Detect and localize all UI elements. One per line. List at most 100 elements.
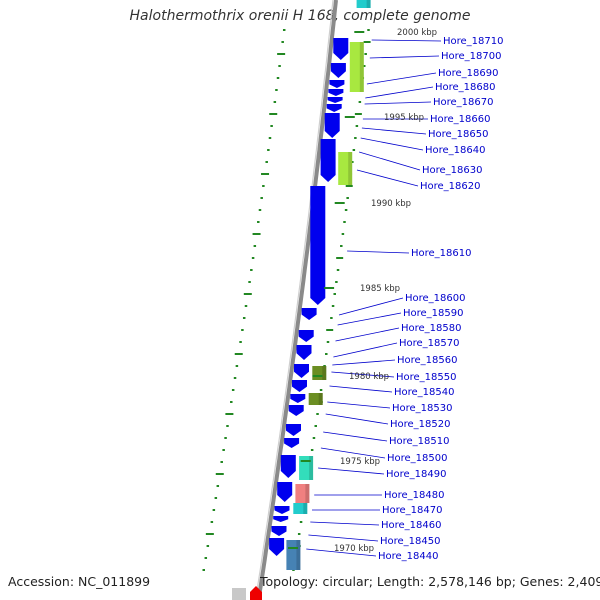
label-leader [310,521,380,526]
gene-arrow [298,330,314,342]
scale-label: 1995 kbp [384,113,424,123]
label-leader [360,137,424,151]
gene-label: Hore_18700 [441,51,502,62]
gene-label: Hore_18440 [378,551,439,562]
gene-label: Hore_18540 [394,387,455,398]
gene-arrow [292,380,307,392]
colored-gene [338,152,353,185]
gene-arrow [277,482,293,502]
gene-label: Hore_18530 [392,403,453,414]
gene-features [232,0,371,600]
gene-label: Hore_18480 [384,490,445,501]
topology-text: Topology: circular; Length: 2,578,146 bp… [260,574,600,589]
gene-shade [318,393,323,405]
gene-arrow [320,139,336,182]
scale-label: 1975 kbp [340,457,380,467]
gene-shade [305,484,310,503]
gene-label: Hore_18500 [387,453,448,464]
gene-arrow [327,97,343,103]
label-leader [371,39,442,42]
gene-arrow [296,345,312,360]
scale-label: 1970 kbp [334,544,374,554]
colored-gene [349,42,364,92]
red-gene-arrow [250,586,262,600]
gene-arrow [269,538,285,556]
colored-gene [356,0,371,8]
scale-label: 2000 kbp [397,28,437,38]
label-leader [369,55,440,59]
label-leader [338,297,404,316]
label-leader [364,101,432,105]
label-leader [337,312,402,326]
genome-backbone [255,0,338,600]
label-leader [331,371,395,378]
gene-label: Hore_18710 [443,36,504,47]
gene-shade [366,0,371,8]
colored-gene [308,393,323,405]
gene-label: Hore_18610 [411,248,472,259]
gene-arrow [324,113,340,138]
gene-shade [303,503,308,514]
label-leader [333,342,398,358]
gene-label: Hore_18630 [422,165,483,176]
gene-shade [296,540,301,570]
gene-arrow [284,438,300,448]
gene-shade [322,366,327,380]
label-leader [327,401,391,409]
gene-label: Hore_18690 [438,68,499,79]
grey-gene [232,588,246,600]
gene-label: Hore_18600 [405,293,466,304]
label-leader [366,72,437,85]
label-leader [361,127,427,135]
label-leader [323,431,388,442]
gene-shade [359,42,364,92]
gene-label: Hore_18580 [401,323,462,334]
gene-arrow [294,364,309,378]
accession-text: Accession: NC_011899 [8,574,151,589]
gene-arrow [273,516,289,522]
gene-label: Hore_18670 [433,97,494,108]
gene-arrow [328,89,344,96]
gene-label: Hore_18660 [430,114,491,125]
gene-label: Hore_18560 [397,355,458,366]
label-leader [335,327,400,342]
scale-label: 1985 kbp [360,284,400,294]
scale-markers: 2000 kbp 1995 kbp 1990 kbp 1985 kbp 1980 kbp… [288,28,437,554]
gene-arrow [330,63,346,78]
label-leader [356,169,419,187]
gene-label: Hore_18550 [396,372,457,383]
gene-label: Hore_18680 [435,82,496,93]
gene-label: Hore_18460 [381,520,442,531]
gene-label: Hore_18490 [386,469,447,480]
gene-label: Hore_18620 [420,181,481,192]
gene-arrow [329,80,345,88]
label-leader [358,151,421,171]
gene-labels: Hore_18710 Hore_18700 Hore_18690 Hore_18680… [378,36,504,562]
label-leaders [306,39,442,557]
gene-label: Hore_18470 [382,505,443,516]
scale-label: 1990 kbp [371,199,411,209]
gene-arrow [280,455,296,478]
gene-shade [309,456,314,480]
gene-arrow [290,394,306,403]
backbone-line [256,0,338,600]
scale-label: 1980 kbp [349,372,389,382]
label-leader [306,548,377,557]
gene-arrow [288,405,304,416]
label-leader [318,467,385,475]
label-leader [365,86,434,99]
backbone-shadow [255,0,334,600]
gene-label: Hore_18640 [425,145,486,156]
gene-label: Hore_18520 [390,419,451,430]
gene-label: Hore_18450 [380,536,441,547]
label-leader [332,359,396,366]
map-title: Halothermothrix orenii H 168, complete g… [129,8,471,24]
gene-arrow [326,104,342,112]
label-leader [308,534,379,542]
label-leader [320,447,386,459]
colored-gene [295,484,310,503]
gene-arrow [333,38,349,60]
gene-arrow [271,526,287,536]
gene-shade [348,152,353,185]
